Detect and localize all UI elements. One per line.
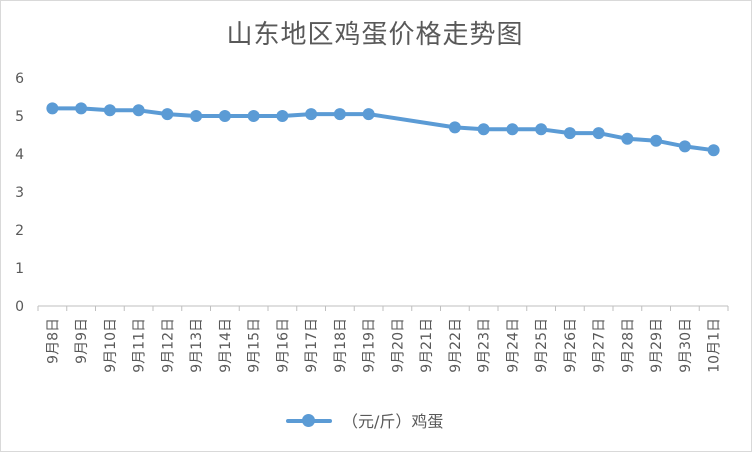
x-tick-label: 9月30日: [678, 318, 694, 373]
x-tick-label: 9月25日: [534, 318, 550, 373]
x-tick-label: 9月13日: [189, 318, 205, 373]
x-tick-label: 9月20日: [390, 318, 406, 373]
data-point: [218, 110, 231, 122]
x-tick-label: 9月8日: [45, 318, 61, 364]
data-point: [650, 134, 663, 147]
data-point: [103, 104, 116, 117]
y-tick-label: 4: [15, 147, 24, 163]
y-tick-label: 1: [15, 261, 24, 277]
chart-title: 山东地区鸡蛋价格走势图: [226, 20, 524, 50]
x-tick-label: 9月21日: [419, 318, 435, 373]
data-point: [305, 108, 318, 121]
x-tick-label: 9月16日: [275, 318, 291, 373]
x-tick-label: 9月14日: [218, 318, 234, 373]
x-tick-label: 9月11日: [132, 318, 148, 373]
x-tick-label: 9月12日: [160, 318, 176, 373]
data-point: [75, 102, 88, 115]
data-point: [678, 140, 691, 153]
x-tick-label: 9月15日: [247, 318, 263, 373]
x-axis-tick-labels: 9月8日 9月9日 9月10日 9月11日 9月12日 9月13日 9月14日 9月15日 9月…: [45, 318, 722, 373]
x-tick-label: 9月22日: [448, 318, 464, 373]
y-tick-label: 6: [15, 71, 24, 87]
data-point: [448, 121, 461, 134]
data-point: [621, 132, 634, 145]
x-tick-label: 9月24日: [505, 318, 521, 373]
x-tick-label: 9月26日: [563, 318, 579, 373]
data-point: [46, 102, 59, 115]
x-tick-label: 9月9日: [74, 318, 90, 364]
y-tick-label: 5: [15, 109, 24, 125]
data-point: [362, 108, 375, 121]
data-point: [506, 123, 519, 136]
y-tick-label: 0: [15, 299, 24, 315]
data-point: [132, 104, 145, 117]
legend-label: （元/斤）鸡蛋: [342, 412, 444, 431]
data-point: [563, 127, 576, 140]
data-point: [190, 110, 203, 122]
y-tick-label: 3: [15, 185, 24, 201]
data-point: [161, 108, 174, 121]
data-point: [535, 123, 548, 136]
legend-line-marker-icon: [284, 410, 334, 430]
y-tick-label: 2: [15, 223, 24, 239]
data-point: [333, 108, 346, 121]
data-point: [707, 144, 720, 157]
x-tick-label: 9月17日: [304, 318, 320, 373]
y-axis-tick-labels: 0 1 2 3 4 5 6: [15, 71, 24, 315]
x-tick-label: 9月18日: [333, 318, 349, 373]
legend: （元/斤）鸡蛋: [284, 408, 443, 432]
x-tick-label: 9月19日: [362, 318, 378, 373]
x-tick-label: 9月10日: [103, 318, 119, 373]
data-point: [276, 110, 289, 122]
x-tick-label: 9月29日: [649, 318, 665, 373]
series-line: [50, 106, 716, 153]
x-tick-label: 10月1日: [707, 318, 723, 373]
series-eggs: [46, 102, 720, 157]
data-point: [592, 127, 605, 140]
x-tick-label: 9月28日: [620, 318, 636, 373]
x-tick-label: 9月23日: [477, 318, 493, 373]
x-tick-label: 9月27日: [592, 318, 608, 373]
axes: [37, 305, 729, 311]
data-point: [477, 123, 490, 136]
data-point: [247, 110, 260, 122]
